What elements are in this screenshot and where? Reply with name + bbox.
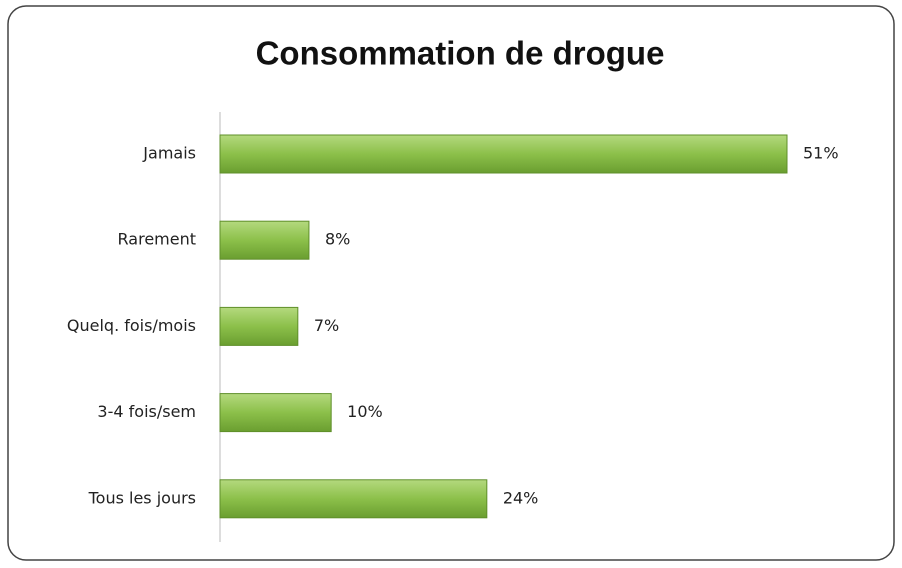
chart-frame bbox=[7, 5, 895, 561]
bar bbox=[219, 306, 299, 346]
bar bbox=[219, 479, 488, 519]
chart-title: Consommation de drogue bbox=[256, 35, 665, 72]
category-label: Rarement bbox=[118, 230, 196, 249]
category-label: Jamais bbox=[142, 144, 196, 163]
category-label: 3-4 fois/sem bbox=[97, 402, 196, 421]
value-label: 51% bbox=[803, 144, 839, 163]
bar bbox=[219, 220, 310, 260]
value-label: 8% bbox=[325, 230, 350, 249]
bar bbox=[219, 393, 332, 433]
value-label: 7% bbox=[314, 316, 339, 335]
bar bbox=[219, 134, 788, 174]
category-label: Quelq. fois/mois bbox=[67, 316, 196, 335]
value-label: 10% bbox=[347, 402, 383, 421]
category-label: Tous les jours bbox=[88, 488, 196, 507]
value-label: 24% bbox=[503, 488, 539, 507]
